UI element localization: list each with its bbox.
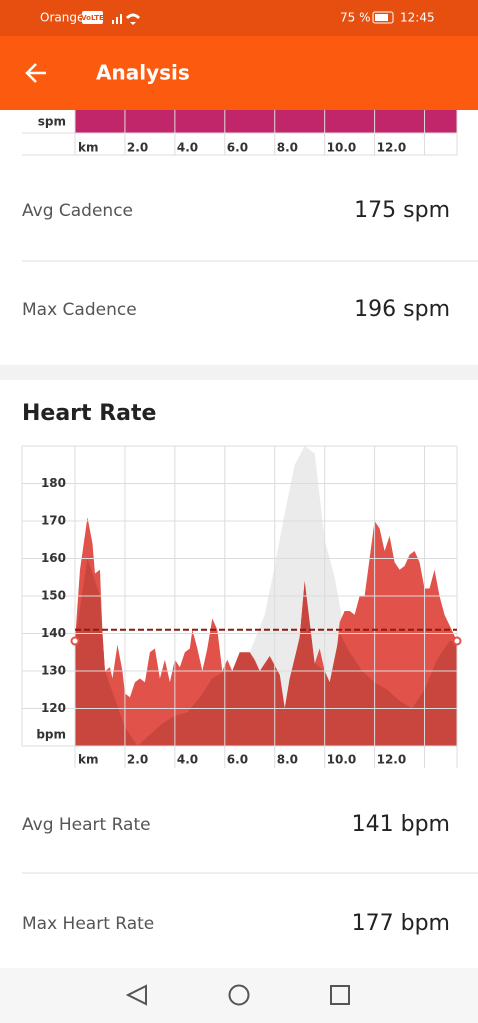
stat-label: Avg Cadence [22, 201, 133, 221]
stat-label: Max Heart Rate [22, 914, 154, 934]
x-tick-label: 2.0 [127, 753, 148, 767]
stat-label: Max Cadence [22, 300, 137, 320]
badge-bg [82, 11, 103, 24]
y-tick-label: 130 [41, 664, 66, 678]
badge: VoLTE [81, 14, 104, 22]
end-marker [70, 636, 80, 646]
stat-value: 141 bpm [352, 812, 450, 837]
y-tick-label: 150 [41, 589, 66, 603]
x-axis-label: km [78, 141, 98, 155]
y-axis-label: spm [38, 115, 66, 129]
nav-bar [0, 968, 478, 1023]
y-tick-label: 170 [41, 514, 66, 528]
x-tick-label: 6.0 [227, 141, 248, 155]
stat-value: 196 spm [354, 297, 450, 322]
y-tick-label: 140 [41, 626, 66, 640]
x-tick-label: 4.0 [177, 141, 198, 155]
y-tick-label: 120 [41, 701, 66, 715]
nav-recent[interactable] [330, 985, 350, 1005]
section-title: Heart Rate [22, 401, 156, 426]
x-tick-label: 10.0 [327, 753, 357, 767]
battery-text: 75 % [340, 11, 371, 25]
app-bar [0, 36, 478, 110]
cadence-area [75, 110, 457, 133]
area-series [75, 558, 457, 746]
x-tick-label: 4.0 [177, 753, 198, 767]
status-bar [0, 0, 478, 36]
x-tick-label: 8.0 [277, 141, 298, 155]
x-tick-label: 12.0 [377, 141, 407, 155]
stat-value: 175 spm [354, 198, 450, 223]
app-title: Analysis [96, 61, 190, 85]
end-marker [452, 636, 462, 646]
x-tick-label: 2.0 [127, 141, 148, 155]
x-tick-label: 10.0 [327, 141, 357, 155]
stat-value: 177 bpm [352, 911, 450, 936]
stat-label: Avg Heart Rate [22, 815, 151, 835]
back-button[interactable] [25, 63, 46, 83]
nav-back[interactable] [125, 984, 147, 1006]
clock: 12:45 [400, 11, 435, 25]
y-tick-label: 180 [41, 476, 66, 490]
signal-icon [112, 13, 140, 25]
section-gap [0, 365, 478, 380]
x-tick-label: 6.0 [227, 753, 248, 767]
carrier: Orange [40, 11, 84, 25]
y-tick-label: 160 [41, 551, 66, 565]
nav-home[interactable] [228, 984, 250, 1006]
x-axis-label: km [78, 753, 98, 767]
x-tick-label: 12.0 [377, 753, 407, 767]
y-axis-label: bpm [36, 728, 66, 742]
battery-icon [372, 11, 394, 24]
x-tick-label: 8.0 [277, 753, 298, 767]
